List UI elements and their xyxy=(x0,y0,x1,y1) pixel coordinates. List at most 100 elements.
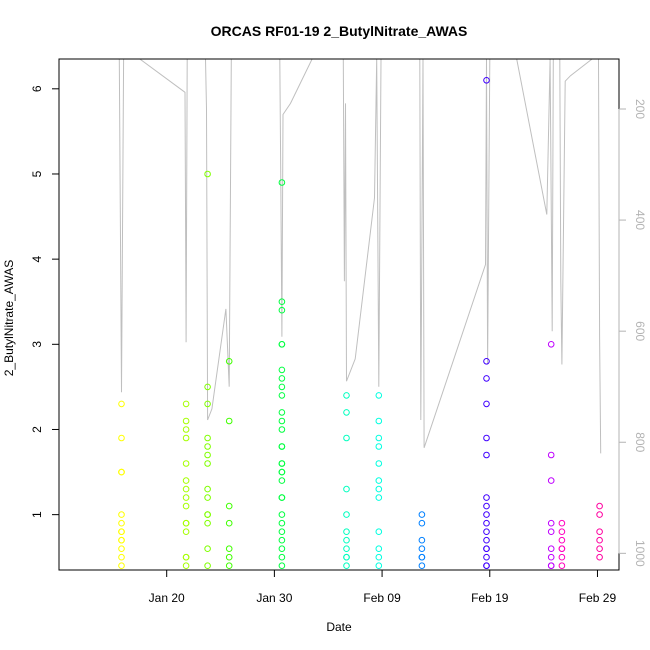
x-tick-label: Feb 29 xyxy=(579,591,617,605)
data-point xyxy=(343,485,350,493)
data-point xyxy=(118,519,125,527)
data-point xyxy=(558,562,566,570)
data-point xyxy=(278,306,286,314)
x-tick-label: Jan 20 xyxy=(149,591,185,605)
data-point xyxy=(343,545,350,553)
data-point xyxy=(483,451,490,459)
data-point xyxy=(278,443,286,450)
data-point xyxy=(182,400,190,408)
data-point xyxy=(483,528,490,536)
data-point xyxy=(278,553,286,561)
data-points-layer xyxy=(118,77,603,570)
data-point xyxy=(204,451,211,459)
data-point xyxy=(118,553,125,561)
x-tick-label: Feb 09 xyxy=(363,591,401,605)
data-point xyxy=(278,536,286,544)
data-point xyxy=(418,519,426,527)
data-point xyxy=(418,545,426,553)
data-point xyxy=(375,562,383,570)
data-point xyxy=(343,409,350,416)
data-point xyxy=(225,562,233,570)
data-point xyxy=(375,477,383,484)
data-point xyxy=(118,562,125,570)
right-tick-label: 800 xyxy=(633,432,647,452)
data-point xyxy=(225,553,233,561)
data-point xyxy=(596,502,603,510)
data-point xyxy=(418,562,426,570)
data-point xyxy=(375,545,383,553)
y-tick-label: 4 xyxy=(30,255,44,262)
data-point xyxy=(204,485,211,493)
data-point xyxy=(483,434,490,442)
data-point xyxy=(343,511,350,518)
x-tick-label: Jan 30 xyxy=(256,591,292,605)
data-point xyxy=(547,341,555,348)
data-point xyxy=(182,553,190,561)
data-point xyxy=(118,468,125,476)
data-point xyxy=(375,553,383,561)
data-point xyxy=(278,562,286,570)
data-point xyxy=(204,511,211,518)
right-tick-label: 1000 xyxy=(633,540,647,567)
data-point xyxy=(483,502,490,510)
right-tick-label: 400 xyxy=(633,210,647,230)
data-point xyxy=(278,298,286,306)
data-point xyxy=(558,536,566,544)
data-point xyxy=(558,545,566,553)
x-axis: Jan 20 Jan 30 Feb 09 Feb 19 Feb 29 xyxy=(149,569,617,605)
data-point xyxy=(204,545,211,553)
x-tick-label: Feb 19 xyxy=(471,591,509,605)
data-point xyxy=(278,545,286,553)
data-point xyxy=(596,528,603,536)
data-point xyxy=(182,519,190,527)
data-point xyxy=(182,494,190,501)
data-point xyxy=(182,477,190,484)
y-tick-label: 2 xyxy=(30,426,44,433)
data-point xyxy=(278,179,286,186)
data-point xyxy=(225,502,233,510)
data-point xyxy=(343,528,350,536)
data-point xyxy=(118,434,125,442)
data-point xyxy=(225,358,233,365)
y-axis: 1 2 3 4 5 6 xyxy=(30,85,60,518)
chart-title: ORCAS RF01-19 2_ButylNitrate_AWAS xyxy=(211,23,468,39)
data-point xyxy=(182,460,190,467)
data-point xyxy=(596,553,603,561)
data-point xyxy=(483,358,490,365)
data-point xyxy=(483,400,490,408)
data-point xyxy=(278,494,286,501)
data-point xyxy=(483,375,490,382)
data-point xyxy=(375,460,383,467)
data-point xyxy=(558,528,566,536)
data-point xyxy=(375,434,383,442)
data-point xyxy=(547,553,555,561)
pressure-track-line xyxy=(118,59,602,454)
data-point xyxy=(343,434,350,442)
data-point xyxy=(182,426,190,433)
data-point xyxy=(118,536,125,544)
data-point xyxy=(418,553,426,561)
data-point xyxy=(596,536,603,544)
data-point xyxy=(375,392,383,399)
data-point xyxy=(483,77,490,84)
right-axis: 200 400 600 800 1000 xyxy=(618,99,647,567)
data-point xyxy=(204,434,211,442)
data-point xyxy=(225,519,233,527)
data-point xyxy=(204,383,211,391)
data-point xyxy=(118,545,125,553)
data-point xyxy=(278,511,286,518)
data-point xyxy=(547,545,555,553)
data-point xyxy=(118,511,125,518)
data-point xyxy=(375,485,383,493)
data-point xyxy=(278,392,286,399)
data-point xyxy=(483,536,490,544)
data-point xyxy=(483,519,490,527)
data-point xyxy=(225,417,233,425)
data-point xyxy=(547,528,555,536)
data-point xyxy=(118,400,125,408)
data-point xyxy=(343,553,350,561)
data-point xyxy=(547,477,555,484)
data-point xyxy=(278,409,286,416)
data-point xyxy=(343,392,350,399)
data-point xyxy=(418,511,426,518)
